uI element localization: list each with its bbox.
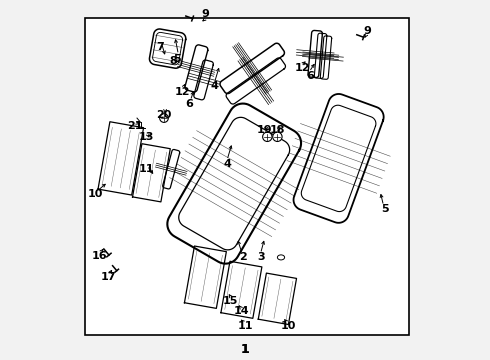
Text: 12: 12 xyxy=(295,63,310,73)
Text: 4: 4 xyxy=(211,81,219,91)
Text: 20: 20 xyxy=(156,110,172,120)
Text: 19: 19 xyxy=(257,125,272,135)
Text: 6: 6 xyxy=(185,99,193,109)
Circle shape xyxy=(273,132,282,141)
Circle shape xyxy=(263,132,272,141)
Text: 10: 10 xyxy=(280,321,296,331)
Ellipse shape xyxy=(277,255,285,260)
Text: 21: 21 xyxy=(127,121,143,131)
Text: 6: 6 xyxy=(306,71,314,81)
Text: 17: 17 xyxy=(100,272,116,282)
Text: 11: 11 xyxy=(237,321,253,331)
Text: 4: 4 xyxy=(223,159,231,169)
Circle shape xyxy=(160,114,169,122)
Text: 10: 10 xyxy=(88,189,103,199)
Text: 1: 1 xyxy=(241,343,249,356)
Text: 14: 14 xyxy=(234,306,249,316)
Text: 9: 9 xyxy=(364,26,371,36)
Text: 12: 12 xyxy=(174,87,190,97)
Text: 16: 16 xyxy=(92,251,107,261)
Text: 3: 3 xyxy=(257,252,265,262)
Text: 2: 2 xyxy=(239,252,247,262)
Text: 13: 13 xyxy=(138,132,154,142)
Text: 9: 9 xyxy=(201,9,209,19)
Text: 5: 5 xyxy=(382,204,389,214)
Text: 7: 7 xyxy=(156,42,164,52)
Text: 5: 5 xyxy=(173,54,180,64)
Text: 1: 1 xyxy=(241,343,249,356)
Bar xyxy=(85,18,409,335)
Text: 11: 11 xyxy=(138,164,154,174)
Text: 15: 15 xyxy=(223,296,238,306)
Text: 18: 18 xyxy=(270,125,285,135)
Text: 8: 8 xyxy=(169,56,177,66)
